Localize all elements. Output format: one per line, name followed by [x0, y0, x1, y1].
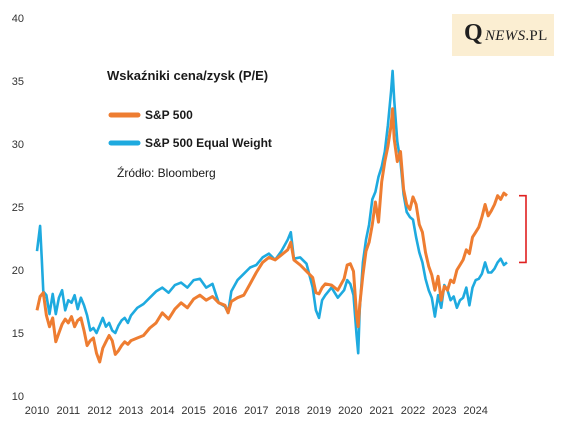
y-tick-label: 10	[12, 391, 24, 403]
y-tick-label: 25	[12, 202, 24, 214]
x-tick-label: 2014	[150, 405, 174, 417]
x-tick-label: 2011	[57, 405, 81, 417]
legend: S&P 500 S&P 500 Equal Weight	[108, 108, 272, 150]
qnews-logo: Q NEWS.PL	[452, 14, 554, 56]
x-tick-label: 2022	[401, 405, 425, 417]
logo-suffix: .PL	[525, 28, 548, 44]
x-tick-label: 2019	[307, 405, 331, 417]
x-tick-label: 2018	[275, 405, 299, 417]
y-tick-label: 40	[12, 13, 24, 25]
logo-brand: NEWS	[485, 28, 526, 44]
y-tick-label: 35	[12, 76, 24, 88]
series-line-sp500	[35, 107, 508, 364]
logo-wordmark: NEWS.PL	[485, 28, 548, 45]
source-note: Źródło: Bloomberg	[117, 165, 216, 180]
x-tick-label: 2012	[87, 405, 111, 417]
chart-title: Wskaźniki cena/zysk (P/E)	[107, 68, 268, 83]
y-axis: 10 15 20 25 30 35 40	[12, 13, 24, 403]
y-tick-label: 20	[12, 265, 24, 277]
y-tick-label: 15	[12, 328, 24, 340]
series-line-sp500-equal-weight	[35, 69, 508, 355]
legend-label-sp500-equal-weight: S&P 500 Equal Weight	[145, 136, 272, 150]
x-tick-label: 2016	[213, 405, 237, 417]
x-tick-label: 2023	[432, 405, 456, 417]
y-tick-label: 30	[12, 139, 24, 151]
x-tick-label: 2010	[25, 405, 49, 417]
legend-label-sp500: S&P 500	[145, 108, 193, 122]
x-tick-label: 2021	[369, 405, 393, 417]
series-lines	[35, 69, 508, 364]
x-tick-label: 2020	[338, 405, 362, 417]
x-tick-label: 2013	[119, 405, 143, 417]
x-axis: 2010 2011 2012 2013 2014 2015 2016 2017 2018 2019…	[25, 405, 488, 417]
x-tick-label: 2017	[244, 405, 268, 417]
x-tick-label: 2015	[181, 405, 205, 417]
x-tick-label: 2024	[463, 405, 487, 417]
gap-bracket	[519, 194, 527, 264]
logo-initial: Q	[464, 20, 483, 46]
